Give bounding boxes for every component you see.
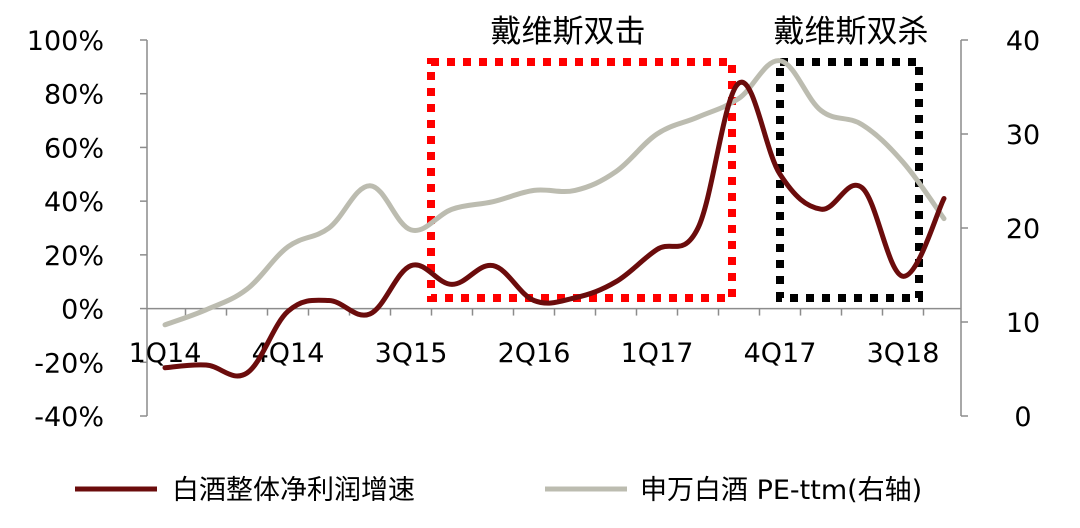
annotations-group: 戴维斯双击 戴维斯双杀 [427,14,929,302]
x-axis-tick-label: 3Q15 [375,338,448,369]
left-axis-tick-label: -20% [34,348,104,379]
right-axis-tick-label: 30 [1006,120,1040,151]
x-axis-tick-label: 3Q18 [867,338,940,369]
right-axis-tick-label: 20 [1006,214,1040,245]
right-axis-tick-label: 0 [1014,402,1031,433]
x-axis-tick-label: 1Q17 [621,338,694,369]
legend-label: 申万白酒 PE-ttm(右轴) [640,475,922,506]
x-axis-tick-label: 2Q16 [498,338,571,369]
series-group [162,58,947,379]
annotation-box [427,58,736,302]
x-axis-tick-label: 4Q17 [744,338,817,369]
left-axis-tick-label: 20% [44,241,104,272]
legend: 白酒整体净利润增速 申万白酒 PE-ttm(右轴) [75,475,922,506]
annotation-label: 戴维斯双杀 [774,14,929,50]
profit-growth-line [162,79,947,379]
annotation-box [776,58,923,302]
right-axis-tick-label: 40 [1006,26,1040,57]
legend-label: 白酒整体净利润增速 [172,475,415,506]
left-axis-tick-label: 60% [44,133,104,164]
right-axis-tick-label: 10 [1006,308,1040,339]
left-axis-tick-label: -40% [34,402,104,433]
pe-ttm-line [162,58,947,328]
left-axis-tick-label: 100% [27,26,104,57]
left-axis-tick-label: 80% [44,80,104,111]
left-axis-tick-label: 40% [44,187,104,218]
annotation-label: 戴维斯双击 [491,14,646,50]
left-axis-tick-label: 0% [61,295,104,326]
